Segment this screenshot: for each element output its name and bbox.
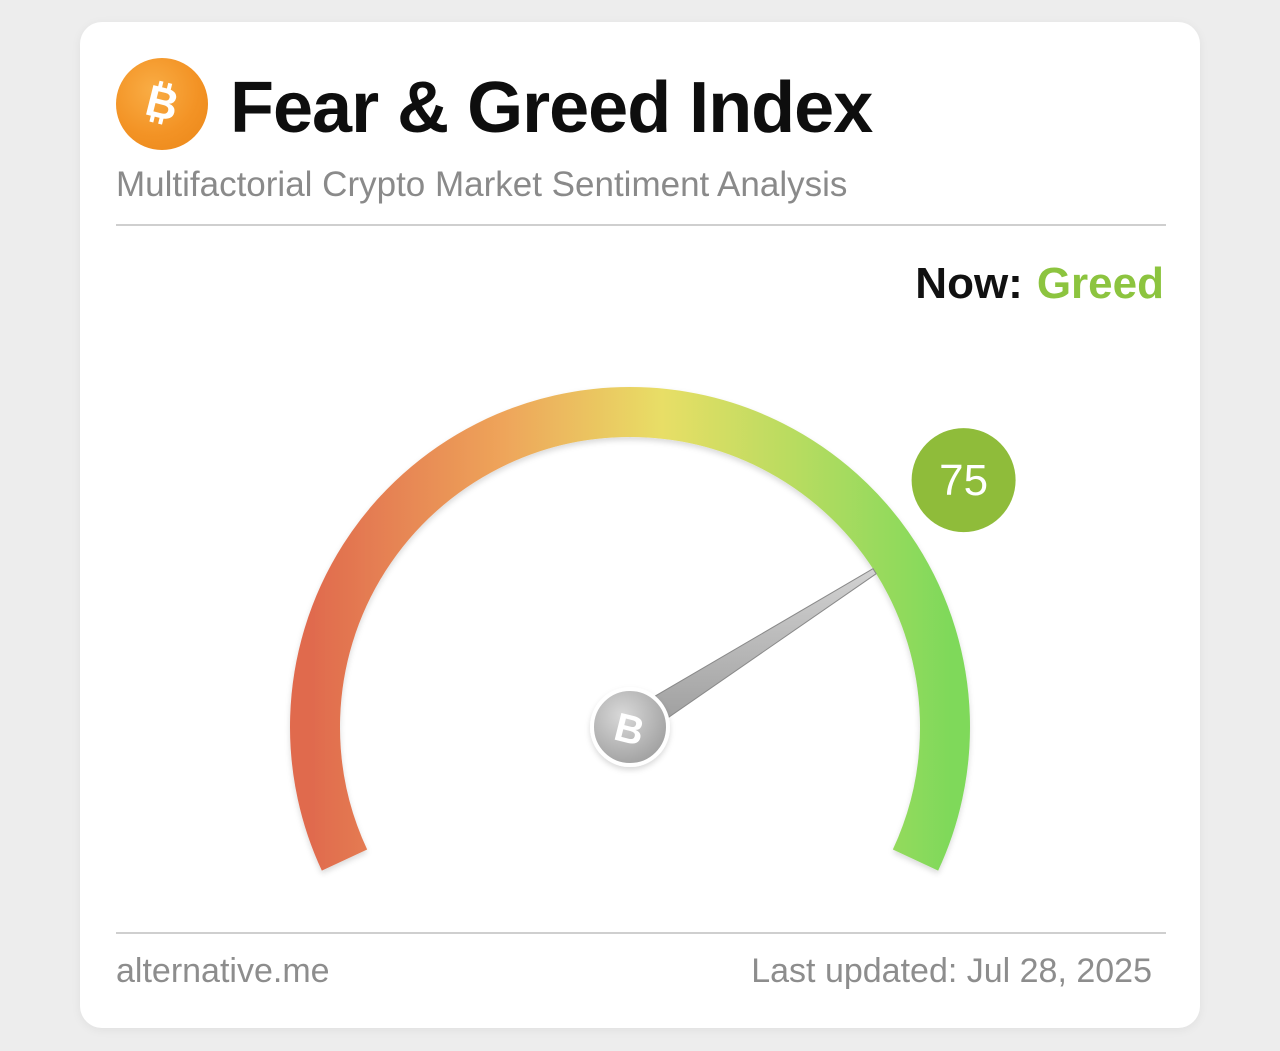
- fear-greed-widget: B Fear & Greed Index Multifactorial Cryp…: [80, 22, 1200, 1028]
- value-badge: 75: [911, 428, 1016, 533]
- current-sentiment: Now: Greed: [915, 258, 1164, 310]
- header-divider: [116, 224, 1166, 226]
- bitcoin-logo: B: [116, 58, 208, 150]
- last-updated: Last updated: Jul 28, 2025: [751, 952, 1152, 990]
- gauge-value-label: 75: [939, 456, 988, 505]
- now-value: Greed: [1036, 259, 1164, 308]
- gauge-arc: [290, 387, 970, 871]
- gauge-hub: B: [590, 687, 670, 767]
- now-label: Now:: [915, 259, 1023, 308]
- widget-subtitle: Multifactorial Crypto Market Sentiment A…: [116, 165, 848, 204]
- widget-title: Fear & Greed Index: [230, 68, 873, 148]
- source-link[interactable]: alternative.me: [116, 952, 330, 990]
- sentiment-gauge: B 75: [290, 387, 1016, 871]
- footer-divider: [116, 932, 1166, 934]
- bitcoin-icon: B: [141, 76, 184, 131]
